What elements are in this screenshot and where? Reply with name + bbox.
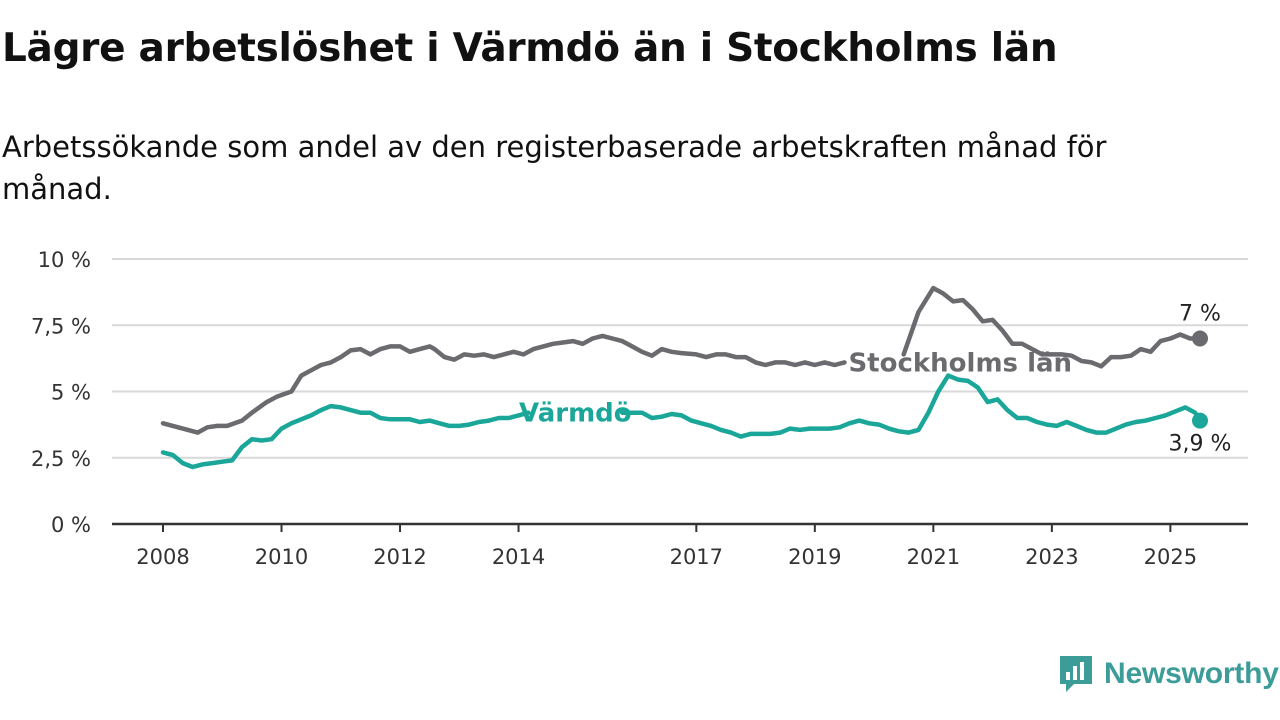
series-line-varmdo: [619, 373, 1203, 439]
series-line-stockholm: [901, 285, 1203, 369]
series-lines: [160, 285, 1203, 470]
brand-logo: Newsworthy: [1058, 654, 1279, 694]
end-marker-varmdo: [1192, 412, 1208, 429]
x-tick-label: 2021: [907, 545, 960, 569]
y-tick-label: 0 %: [51, 513, 91, 537]
newsworthy-logo-icon: [1060, 656, 1092, 692]
y-axis-ticks: 0 % 2,5 % 5 % 7,5 % 10 %: [31, 248, 91, 537]
x-tick-label: 2014: [492, 545, 545, 569]
gridlines: [112, 258, 1248, 459]
x-tick-label: 2017: [670, 545, 723, 569]
y-tick-label: 2,5 %: [31, 447, 91, 471]
end-label-stockholm: 7 %: [1179, 302, 1221, 327]
series-line-varmdo: [160, 403, 531, 470]
end-marker-stockholm: [1192, 330, 1208, 347]
series-label-varmdo: Värmdö: [519, 399, 632, 429]
x-tick-label: 2012: [373, 545, 426, 569]
x-tick-label: 2023: [1025, 545, 1078, 569]
end-label-varmdo: 3,9 %: [1169, 432, 1232, 457]
x-tick-label: 2025: [1144, 545, 1197, 569]
series-label-stockholm: Stockholms län: [848, 348, 1072, 378]
brand-name: Newsworthy: [1104, 657, 1279, 690]
line-chart: 0 % 2,5 % 5 % 7,5 % 10 % 2008 2010 2012 2014 201…: [31, 248, 1248, 569]
x-axis-ticks: 2008 2010 2012 2014 2017 2019 2021 2023 2025: [136, 524, 1197, 569]
x-tick-label: 2008: [136, 545, 189, 569]
y-tick-label: 5 %: [51, 381, 91, 405]
y-tick-label: 10 %: [38, 248, 91, 272]
chart-subtitle: Arbetssökande som andel av den registerb…: [2, 130, 1107, 206]
y-tick-label: 7,5 %: [31, 314, 91, 338]
series-line-stockholm: [160, 333, 847, 435]
x-tick-label: 2010: [255, 545, 308, 569]
chart-title: Lägre arbetslöshet i Värmdö än i Stockho…: [2, 26, 1058, 71]
x-tick-label: 2019: [788, 545, 841, 569]
